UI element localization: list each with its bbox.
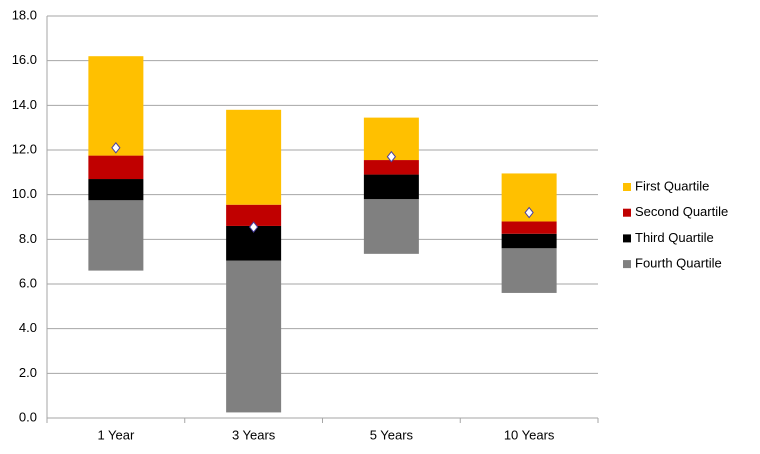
x-tick-label: 1 Year bbox=[97, 427, 135, 442]
y-tick-label: 8.0 bbox=[19, 231, 37, 246]
y-tick-label: 10.0 bbox=[12, 186, 37, 201]
legend-swatch bbox=[623, 208, 631, 217]
bar-segment bbox=[88, 179, 144, 201]
legend-label: First Quartile bbox=[635, 178, 709, 193]
y-tick-label: 14.0 bbox=[12, 97, 37, 112]
bar-segment bbox=[226, 109, 282, 205]
bar-segment bbox=[363, 199, 419, 254]
y-tick-label: 18.0 bbox=[12, 7, 37, 22]
bar-segment bbox=[226, 204, 282, 226]
legend-label: Second Quartile bbox=[635, 204, 728, 219]
marker bbox=[386, 150, 397, 163]
marker bbox=[248, 221, 259, 233]
x-tick-label: 3 Years bbox=[232, 427, 276, 442]
y-tick-label: 4.0 bbox=[19, 320, 37, 335]
marker bbox=[524, 206, 534, 219]
bar-segment bbox=[363, 160, 419, 175]
bar-segment bbox=[88, 155, 144, 180]
bar-segment bbox=[501, 233, 557, 249]
y-tick-label: 6.0 bbox=[19, 275, 37, 290]
bar-segment bbox=[363, 174, 419, 200]
bar-segment bbox=[88, 56, 144, 156]
bar-segment bbox=[88, 200, 144, 271]
legend-label: Third Quartile bbox=[635, 230, 714, 245]
y-tick-label: 2.0 bbox=[19, 365, 37, 380]
legend-swatch bbox=[623, 183, 631, 191]
bar-segment bbox=[501, 248, 557, 293]
legend-label: Fourth Quartile bbox=[635, 256, 722, 271]
bar-segment bbox=[226, 260, 282, 413]
bar-segment bbox=[501, 221, 557, 234]
x-tick-label: 5 Years bbox=[370, 427, 414, 442]
y-tick-label: 0.0 bbox=[19, 409, 37, 424]
x-tick-label: 10 Years bbox=[504, 427, 555, 442]
legend-swatch bbox=[623, 260, 631, 269]
y-tick-label: 12.0 bbox=[12, 141, 37, 156]
legend-swatch bbox=[623, 234, 631, 243]
marker bbox=[111, 141, 121, 154]
y-tick-label: 16.0 bbox=[12, 52, 37, 67]
